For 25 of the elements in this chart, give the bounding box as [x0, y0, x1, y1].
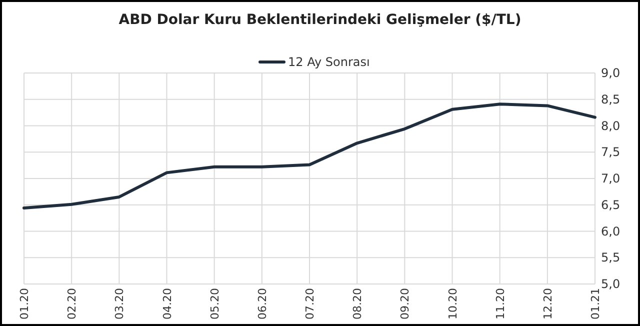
y-tick-label: 6,5 [601, 198, 620, 212]
y-tick-label: 7,5 [601, 145, 620, 160]
line-series [22, 102, 596, 210]
y-tick-label: 8,5 [601, 92, 620, 106]
y-tick-label: 6,0 [601, 224, 620, 238]
y-tick-label: 9,0 [601, 66, 620, 80]
x-tick-label: 01.21 [589, 288, 602, 320]
x-tick-label: 04.20 [160, 288, 174, 320]
x-tick-label: 01.20 [18, 288, 31, 320]
y-tick-label: 7,0 [601, 172, 620, 186]
x-tick-label: 09.20 [398, 288, 412, 320]
x-tick-label: 02.20 [66, 288, 79, 320]
x-tick-label: 08.20 [351, 288, 364, 320]
x-tick-label: 05.20 [208, 288, 222, 320]
x-tick-label: 10.20 [446, 288, 460, 320]
chart-title: ABD Dolar Kuru Beklentilerindeki Gelişmeler ($/TL) [118, 12, 522, 28]
legend-label: 12 Ay Sonrası [288, 55, 370, 69]
y-tick-label: 5,0 [601, 277, 620, 291]
y-tick-label: 5,5 [601, 250, 620, 265]
x-tick-label: 07.20 [304, 288, 316, 320]
x-tick-label: 06.20 [256, 288, 269, 320]
y-tick-label: 8,0 [601, 118, 620, 133]
x-tick-label: 03.20 [113, 288, 126, 320]
x-tick-label: 11.20 [494, 288, 507, 320]
x-tick-label: 12.20 [541, 288, 554, 320]
